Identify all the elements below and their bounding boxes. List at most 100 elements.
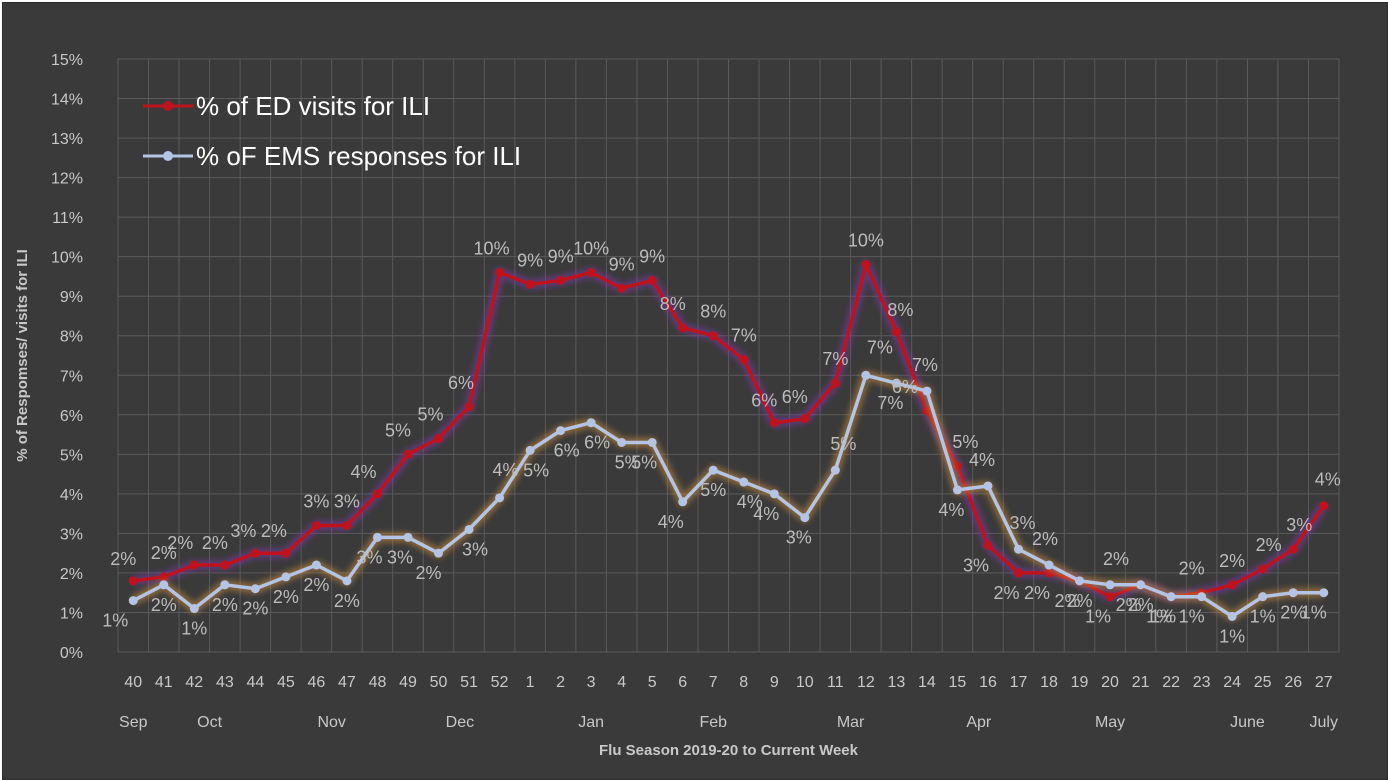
data-point xyxy=(1227,580,1237,590)
data-point xyxy=(525,279,535,289)
data-point xyxy=(1258,564,1268,574)
x-tick-label: 18 xyxy=(1040,674,1058,691)
y-tick-label: 14% xyxy=(51,92,83,109)
x-tick-label: 15 xyxy=(949,674,967,691)
y-tick-label: 8% xyxy=(60,329,83,346)
data-point xyxy=(250,584,260,594)
data-label: 4% xyxy=(938,500,964,520)
data-point xyxy=(464,402,474,412)
y-tick-label: 0% xyxy=(60,645,83,662)
x-tick-label: 9 xyxy=(770,674,779,691)
y-tick-label: 4% xyxy=(60,487,83,504)
x-tick-label: 14 xyxy=(918,674,936,691)
x-tick-label: 50 xyxy=(430,674,448,691)
x-tick-label: 41 xyxy=(155,674,173,691)
data-label: 3% xyxy=(334,491,360,511)
data-label: 2% xyxy=(110,549,136,569)
data-label: 5% xyxy=(523,460,549,480)
data-point xyxy=(159,580,169,590)
data-label: 2% xyxy=(1024,583,1050,603)
data-label: 4% xyxy=(969,450,995,470)
data-point xyxy=(678,323,688,333)
data-label: 3% xyxy=(230,521,256,541)
data-point xyxy=(281,548,291,558)
data-point xyxy=(250,548,260,558)
data-point xyxy=(1105,580,1115,590)
data-point xyxy=(769,489,779,499)
data-label: 4% xyxy=(658,512,684,532)
data-point xyxy=(1013,568,1023,578)
data-label: 9% xyxy=(639,246,665,266)
data-labels: 2% 2%2% 2%3% 2%3% 3%4%5%5%6%10%9% 9% 10%9% 9%8%… xyxy=(102,231,1340,647)
data-label: 5% xyxy=(830,434,856,454)
x-tick-label: 40 xyxy=(124,674,142,691)
data-point xyxy=(311,520,321,530)
x-axis-title: Flu Season 2019-20 to Current Week xyxy=(599,742,859,759)
data-point xyxy=(372,532,382,542)
data-label: 5% xyxy=(418,405,444,425)
legend-label-ems: % oF EMS responses for ILI xyxy=(196,141,521,171)
data-point xyxy=(189,560,199,570)
data-label: 1% xyxy=(1146,607,1172,627)
y-tick-label: 7% xyxy=(60,368,83,385)
data-label: 1% xyxy=(1219,626,1245,646)
data-point xyxy=(1197,592,1207,602)
month-label: June xyxy=(1230,714,1265,731)
data-point xyxy=(586,418,596,428)
data-label: 3% xyxy=(462,539,488,559)
x-tick-label: 45 xyxy=(277,674,295,691)
x-tick-label: 27 xyxy=(1315,674,1333,691)
data-point xyxy=(495,493,505,503)
data-label: 7% xyxy=(867,337,893,357)
data-point xyxy=(678,497,688,507)
data-point xyxy=(922,386,932,396)
data-point xyxy=(1319,588,1329,598)
data-label: 1% xyxy=(181,619,207,639)
data-label: 2% xyxy=(273,587,299,607)
x-tick-label: 12 xyxy=(857,674,875,691)
data-point xyxy=(1288,588,1298,598)
data-point xyxy=(342,520,352,530)
data-label: 3% xyxy=(1286,515,1312,535)
data-label: 3% xyxy=(387,547,413,567)
x-tick-label: 49 xyxy=(399,674,417,691)
data-label: 1% xyxy=(1150,607,1176,627)
x-tick-label: 25 xyxy=(1254,674,1272,691)
data-point xyxy=(1136,580,1146,590)
data-label: 2% xyxy=(167,533,193,553)
data-label: 9% xyxy=(609,254,635,274)
y-tick-label: 2% xyxy=(60,566,83,583)
series-line xyxy=(133,262,1326,599)
x-tick-label: 13 xyxy=(887,674,905,691)
data-label: 2% xyxy=(202,533,228,553)
data-point xyxy=(1319,501,1329,511)
data-label: 1% xyxy=(102,611,128,631)
data-label: 8% xyxy=(700,302,726,322)
data-label: 4% xyxy=(737,492,763,512)
x-tick-label: 11 xyxy=(827,674,844,691)
data-point xyxy=(647,275,657,285)
series-ems xyxy=(128,370,1329,622)
data-label: 4% xyxy=(493,460,519,480)
data-label: 10% xyxy=(474,238,510,258)
data-label: 2% xyxy=(1256,535,1282,555)
data-label: 7% xyxy=(822,349,848,369)
x-tick-label: 26 xyxy=(1284,674,1302,691)
month-label: Dec xyxy=(446,714,474,731)
data-label: 6% xyxy=(554,441,580,461)
data-point xyxy=(830,378,840,388)
data-label: 2% xyxy=(212,595,238,615)
x-tick-label: 20 xyxy=(1101,674,1119,691)
data-point xyxy=(281,572,291,582)
data-label: 6% xyxy=(448,373,474,393)
month-label: Oct xyxy=(197,714,222,731)
x-tick-label: 43 xyxy=(216,674,234,691)
data-label: 1% xyxy=(1301,603,1327,623)
data-label: 3% xyxy=(786,528,812,548)
data-label: 4% xyxy=(350,462,376,482)
data-point xyxy=(983,540,993,550)
data-point xyxy=(861,260,871,270)
x-tick-label: 24 xyxy=(1223,674,1241,691)
data-point xyxy=(1166,592,1176,602)
